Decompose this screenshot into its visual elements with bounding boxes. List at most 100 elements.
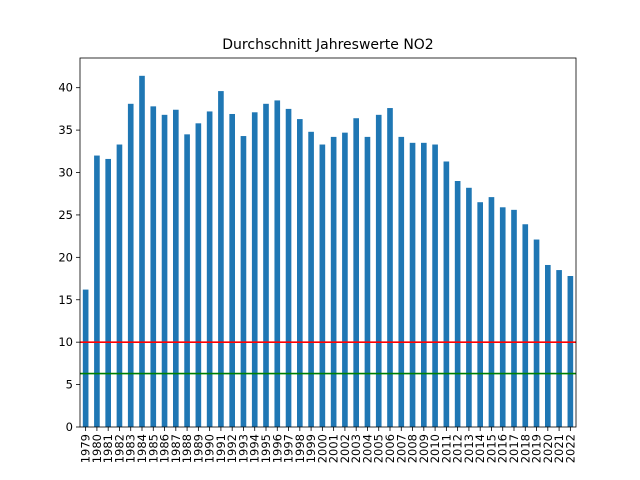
x-tick-label-1981: 1981 [101, 434, 115, 463]
x-tick-label-2015: 2015 [484, 434, 498, 463]
x-tick-label-1988: 1988 [180, 434, 194, 463]
y-tick-label-10: 10 [58, 335, 73, 349]
bar-2001 [330, 136, 337, 427]
x-tick-label-2012: 2012 [451, 434, 465, 463]
bar-1981 [105, 158, 111, 427]
x-tick-label-1994: 1994 [248, 434, 262, 463]
y-tick-label-30: 30 [58, 166, 73, 180]
x-tick-label-2022: 2022 [563, 434, 577, 463]
x-tick-label-1998: 1998 [293, 434, 307, 463]
y-tick-label-40: 40 [58, 81, 73, 95]
x-tick-label-1987: 1987 [169, 434, 183, 463]
bar-1979 [82, 289, 89, 427]
bar-2003 [353, 118, 359, 427]
plot-frame [79, 57, 577, 428]
bar-2010 [432, 144, 438, 427]
bar-1994 [251, 112, 258, 427]
x-tick-label-2021: 2021 [552, 434, 566, 463]
y-tick-label-0: 0 [66, 420, 73, 434]
x-tick-label-2000: 2000 [315, 434, 329, 463]
bar-1998 [297, 119, 303, 427]
bar-1999 [308, 131, 314, 428]
bar-2019 [533, 239, 540, 427]
bar-2006 [387, 108, 393, 427]
x-tick-label-2004: 2004 [360, 434, 374, 463]
bar-1995 [263, 103, 269, 428]
bar-2005 [375, 114, 382, 428]
x-tick-label-1989: 1989 [191, 434, 205, 463]
bar-1982 [116, 144, 123, 427]
x-tick-label-1990: 1990 [203, 434, 217, 463]
bar-2018 [522, 224, 529, 427]
x-axis: 1979198019811982198319841985198619871988… [79, 427, 577, 463]
x-tick-label-1986: 1986 [158, 434, 172, 463]
bar-2013 [466, 187, 472, 427]
x-tick-label-2005: 2005 [372, 434, 386, 463]
bar-1992 [229, 113, 235, 427]
bar-1980 [94, 155, 100, 427]
bar-2004 [364, 136, 371, 427]
x-tick-label-1991: 1991 [214, 434, 228, 463]
bar-1990 [206, 111, 213, 427]
y-tick-label-15: 15 [58, 293, 73, 307]
bar-1997 [285, 108, 292, 428]
x-tick-label-2014: 2014 [473, 434, 487, 463]
bar-2021 [556, 270, 562, 427]
bar-2011 [443, 161, 450, 427]
bar-2002 [342, 132, 348, 428]
bar-2007 [398, 136, 405, 427]
x-tick-label-1993: 1993 [236, 434, 250, 463]
x-tick-label-1996: 1996 [270, 434, 284, 463]
x-tick-label-2007: 2007 [394, 434, 408, 463]
x-tick-label-2008: 2008 [406, 434, 420, 463]
bar-2000 [319, 144, 326, 427]
x-tick-label-2018: 2018 [518, 434, 532, 463]
y-tick-label-25: 25 [58, 208, 73, 222]
bar-1983 [127, 103, 134, 428]
x-tick-label-2020: 2020 [541, 434, 555, 463]
bar-2008 [409, 142, 416, 428]
bar-1988 [184, 134, 190, 427]
x-tick-label-2019: 2019 [530, 434, 544, 463]
y-tick-label-35: 35 [58, 123, 73, 137]
x-tick-label-2017: 2017 [507, 434, 521, 463]
x-tick-label-2016: 2016 [496, 434, 510, 463]
bar-2016 [499, 207, 506, 427]
x-tick-label-1995: 1995 [259, 434, 273, 463]
x-tick-label-1984: 1984 [135, 434, 149, 463]
bar-2017 [511, 209, 517, 427]
x-tick-label-1979: 1979 [79, 434, 93, 463]
x-tick-label-1999: 1999 [304, 434, 318, 463]
bar-1986 [161, 114, 168, 428]
x-tick-label-2003: 2003 [349, 434, 363, 463]
x-tick-label-2002: 2002 [338, 434, 352, 463]
y-tick-label-20: 20 [58, 250, 73, 264]
x-tick-label-2013: 2013 [462, 434, 476, 463]
bar-2014 [477, 202, 483, 427]
bar-1987 [173, 109, 179, 428]
chart-title: Durchschnitt Jahreswerte NO2 [222, 37, 433, 53]
x-tick-label-1982: 1982 [112, 434, 126, 463]
bars-group [82, 75, 574, 428]
bar-1989 [195, 123, 202, 428]
y-tick-label-5: 5 [66, 378, 73, 392]
x-tick-label-2010: 2010 [428, 434, 442, 463]
bar-1996 [274, 100, 281, 428]
x-tick-label-1980: 1980 [90, 434, 104, 463]
bar-1991 [218, 91, 224, 427]
bar-2015 [488, 197, 495, 427]
y-axis: 0 5 10 15 20 25 30 35 40 [58, 81, 80, 434]
x-tick-label-2006: 2006 [383, 434, 397, 463]
x-tick-label-1997: 1997 [282, 434, 296, 463]
x-tick-label-2001: 2001 [327, 434, 341, 463]
x-tick-label-2009: 2009 [417, 434, 431, 463]
bar-1984 [139, 75, 145, 428]
x-tick-label-1992: 1992 [225, 434, 239, 463]
reference-lines-group [80, 341, 576, 375]
x-tick-label-2011: 2011 [439, 434, 453, 463]
bar-2022 [567, 276, 574, 427]
x-tick-label-1983: 1983 [124, 434, 138, 463]
x-tick-label-1985: 1985 [146, 434, 160, 463]
bar-2009 [421, 142, 427, 428]
